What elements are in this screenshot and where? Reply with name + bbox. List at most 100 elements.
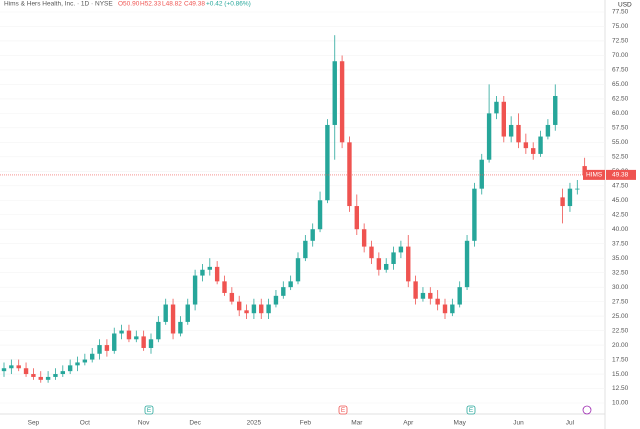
candle-body xyxy=(207,266,212,270)
y-tick-label: 30.00 xyxy=(612,284,629,291)
candle-body xyxy=(170,304,176,334)
y-tick-label: 35.00 xyxy=(612,255,629,262)
candle-body xyxy=(119,330,124,334)
earnings-marker xyxy=(338,405,348,415)
candle-body xyxy=(60,371,65,375)
last-price-label: 49.38 xyxy=(612,172,629,179)
candle-body xyxy=(486,113,492,160)
candle-body xyxy=(303,240,308,259)
y-tick-label: 40.00 xyxy=(612,226,629,233)
x-tick-label: Jul xyxy=(566,420,575,427)
candle-body xyxy=(361,229,367,247)
candle-body xyxy=(369,246,374,259)
candle-body xyxy=(310,229,315,241)
candle-body xyxy=(472,188,477,241)
x-tick-label: Feb xyxy=(300,420,312,427)
candle-body xyxy=(16,365,21,369)
candle-body xyxy=(575,188,580,190)
candle-body xyxy=(479,159,484,189)
candle-body xyxy=(97,345,102,354)
candle-body xyxy=(538,136,543,154)
candle-body xyxy=(354,206,359,230)
candle-body xyxy=(259,304,264,314)
y-tick-label: 77.50 xyxy=(612,9,629,16)
candle-body xyxy=(406,246,411,282)
candle-body xyxy=(104,345,110,351)
candle-body xyxy=(494,101,499,114)
change: +0.42 (+0.86%) xyxy=(206,1,251,8)
candle-body xyxy=(31,374,36,377)
candle-body xyxy=(450,304,455,314)
y-tick-label: 52.50 xyxy=(612,154,629,161)
candle-body xyxy=(413,281,418,299)
candle-body xyxy=(281,287,286,296)
candle-body xyxy=(222,281,227,293)
earnings-marker xyxy=(144,405,154,415)
y-tick-label: 67.50 xyxy=(612,67,629,74)
y-tick-label: 12.50 xyxy=(612,385,629,392)
y-tick-label: 17.50 xyxy=(612,356,629,363)
candle-body xyxy=(435,298,440,305)
candle-body xyxy=(523,142,529,149)
earnings-marker xyxy=(466,405,476,415)
candle-body xyxy=(9,365,14,369)
candle-body xyxy=(428,292,433,299)
y-tick-label: 42.50 xyxy=(612,211,629,218)
candle-body xyxy=(516,124,521,143)
y-tick-label: 20.00 xyxy=(612,342,629,349)
low: L48.82 xyxy=(162,1,182,8)
candle-body xyxy=(442,304,448,314)
candle-body xyxy=(82,359,88,363)
earnings-label: E xyxy=(341,407,346,414)
x-tick-label: Oct xyxy=(80,420,90,427)
candle-body xyxy=(545,124,551,137)
candle-body xyxy=(237,301,242,311)
candle-body xyxy=(501,101,506,137)
y-tick-label: 32.50 xyxy=(612,269,629,276)
x-tick-label: Jun xyxy=(513,420,524,427)
candle-body xyxy=(178,321,183,334)
candle-body xyxy=(376,258,382,270)
candle-body xyxy=(398,246,404,253)
candle-body xyxy=(141,336,146,348)
candle-body xyxy=(288,281,293,288)
candle-body xyxy=(126,330,132,340)
close: C49.38 xyxy=(184,1,205,8)
candle-body xyxy=(332,61,337,125)
candle-body xyxy=(112,333,117,351)
y-tick-label: 45.00 xyxy=(612,197,629,204)
candle-body xyxy=(229,292,235,302)
candle-body xyxy=(244,310,249,314)
candle-body xyxy=(67,365,73,372)
candle-body xyxy=(38,376,43,380)
x-tick-label: Nov xyxy=(138,420,150,427)
x-tick-label: Mar xyxy=(351,420,363,427)
open: O50.90 xyxy=(118,1,140,8)
x-tick-label: May xyxy=(454,420,467,427)
y-tick-label: 65.00 xyxy=(612,81,629,88)
candle-body xyxy=(464,240,470,288)
candle-body xyxy=(531,148,536,154)
candle-body xyxy=(214,266,220,282)
y-tick-label: 57.50 xyxy=(612,125,629,132)
candle-body xyxy=(508,124,514,137)
y-tick-label: 15.00 xyxy=(612,371,629,378)
y-tick-label: 70.00 xyxy=(612,52,629,59)
ticker-box xyxy=(583,169,605,180)
candle-body xyxy=(457,287,462,305)
y-tick-label: 37.50 xyxy=(612,240,629,247)
candle-body xyxy=(384,263,389,270)
candle-body xyxy=(45,376,51,380)
candle-body xyxy=(200,269,205,276)
ticker-label: HIMS xyxy=(586,172,603,179)
candle-body xyxy=(560,197,565,207)
candle-body xyxy=(266,304,271,314)
candle-body xyxy=(23,368,29,375)
y-tick-label: 75.00 xyxy=(612,23,629,30)
candle-body xyxy=(273,295,279,305)
candle-body xyxy=(156,321,161,340)
candle-body xyxy=(53,374,58,377)
candle-body xyxy=(317,200,323,230)
